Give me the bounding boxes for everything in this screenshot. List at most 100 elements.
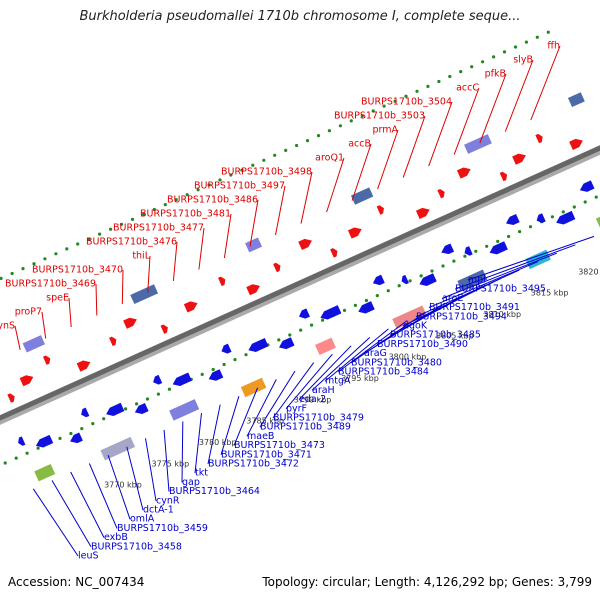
gene-label[interactable]: araH [312, 385, 335, 396]
gene-label[interactable]: BURPS1710b_3471 [221, 449, 312, 460]
gene-label[interactable]: dctA-1 [143, 505, 174, 516]
reverse-cds-arrow[interactable] [535, 213, 546, 224]
gene-label[interactable]: pfkB [485, 69, 506, 80]
reverse-cds-arrow[interactable] [68, 432, 83, 445]
gene-label[interactable]: accB [348, 139, 371, 150]
reverse-cds-arrow[interactable] [356, 301, 375, 316]
reverse-cds-arrow[interactable] [504, 213, 520, 228]
gene-label[interactable]: BURPS1710b_3494 [416, 311, 507, 322]
forward-cds-arrow[interactable] [19, 373, 36, 387]
gene-label[interactable]: araG [364, 348, 387, 359]
forward-rna-feature[interactable] [22, 335, 45, 353]
reverse-rna-feature[interactable] [240, 377, 267, 398]
forward-cds-arrow[interactable] [7, 392, 16, 403]
gene-label[interactable]: BURPS1710b_3480 [351, 357, 442, 368]
gene-label[interactable]: BURPS1710b_3497 [194, 181, 285, 192]
gene-label[interactable]: BURPS1710b_3489 [260, 422, 351, 433]
forward-cds-arrow[interactable] [535, 133, 544, 144]
gene-label[interactable]: BURPS1710b_3495 [455, 284, 546, 295]
reverse-rna-feature[interactable] [595, 211, 600, 229]
reverse-cds-arrow[interactable] [371, 274, 385, 288]
gene-label[interactable]: BURPS1710b_3484 [338, 367, 429, 378]
forward-cds-arrow[interactable] [347, 225, 364, 239]
reverse-rna-feature[interactable] [169, 399, 200, 421]
gene-labels[interactable]: ffh slyB pfkB accC BURPS1710b_3504 BURPS1710b… [0, 41, 560, 562]
forward-cds-arrow[interactable] [109, 335, 118, 347]
forward-rna-feature[interactable] [245, 237, 263, 253]
forward-cds-arrow[interactable] [415, 205, 432, 220]
gene-label[interactable]: BURPS1710b_3486 [167, 195, 258, 206]
gene-label[interactable]: tkt [195, 468, 208, 479]
gene-label[interactable]: BURPS1710b_3481 [140, 209, 231, 220]
gene-label[interactable]: BURPS1710b_3464 [169, 486, 260, 497]
gene-label[interactable]: cynR [156, 495, 180, 506]
gene-label[interactable]: BURPS1710b_3473 [234, 440, 325, 451]
reverse-cds-arrow[interactable] [418, 273, 437, 288]
gene-label[interactable]: aroQ1 [315, 153, 344, 164]
reverse-cds-arrow[interactable] [133, 402, 149, 417]
gene-label[interactable]: ffh [547, 41, 560, 52]
gene-label[interactable]: BURPS1710b_3485 [390, 330, 481, 341]
forward-cds-arrow[interactable] [246, 282, 262, 296]
reverse-cds-arrow[interactable] [247, 337, 269, 354]
reverse-cds-arrow[interactable] [554, 210, 576, 227]
forward-cds-arrow[interactable] [123, 315, 139, 329]
gene-label[interactable]: BURPS1710b_3498 [221, 167, 312, 178]
reverse-cds-arrow[interactable] [104, 402, 125, 419]
gene-label[interactable]: BURPS1710b_3472 [208, 459, 299, 470]
gene-label[interactable]: dgoK [403, 321, 428, 332]
gene-label[interactable]: aroE [442, 293, 463, 304]
reverse-cds-arrow[interactable] [34, 434, 54, 450]
gene-label[interactable]: exbB [104, 532, 128, 543]
forward-cds-arrow[interactable] [273, 262, 282, 273]
gene-label[interactable]: BURPS1710b_3458 [91, 541, 182, 552]
gene-label[interactable]: BURPS1710b_3504 [361, 97, 452, 108]
gene-label[interactable]: BURPS1710b_3469 [5, 279, 96, 290]
gene-label[interactable]: BURPS1710b_3477 [113, 223, 204, 234]
reverse-cds-arrow[interactable] [463, 246, 473, 257]
reverse-rna-feature[interactable] [34, 463, 56, 482]
gene-label[interactable]: thiL [132, 251, 150, 262]
reverse-cds-arrow[interactable] [277, 337, 295, 351]
forward-rna-feature[interactable] [464, 134, 492, 154]
gene-label[interactable]: BURPS1710b_3476 [86, 237, 177, 248]
reverse-rna-feature[interactable] [315, 337, 336, 356]
gene-label[interactable]: gap [182, 477, 200, 488]
gene-label[interactable]: leuS [78, 551, 99, 562]
gene-label[interactable]: proP7 [15, 307, 42, 318]
forward-cds-arrow[interactable] [376, 204, 386, 215]
gene-label[interactable]: mpl [468, 275, 486, 286]
reverse-cds-arrow[interactable] [16, 436, 26, 447]
forward-rna-feature[interactable] [567, 92, 585, 108]
forward-cds-arrow[interactable] [330, 247, 339, 258]
forward-cds-arrow[interactable] [298, 236, 314, 251]
forward-cds-arrow[interactable] [42, 354, 52, 365]
gene-label[interactable]: BURPS1710b_3479 [273, 413, 364, 424]
gene-label[interactable]: mtgA [325, 376, 351, 387]
forward-rna-feature[interactable] [130, 284, 159, 305]
reverse-cds-arrow[interactable] [207, 369, 224, 383]
gene-label[interactable]: BURPS1710b_3459 [117, 523, 208, 534]
gene-label[interactable]: speE [46, 293, 69, 304]
forward-cds-arrow[interactable] [499, 171, 509, 182]
gene-label[interactable]: cynS [0, 321, 15, 332]
forward-cds-arrow[interactable] [437, 188, 446, 199]
gene-label[interactable]: accC [456, 83, 479, 94]
gene-label[interactable]: maeB [247, 431, 274, 442]
gene-label[interactable]: BURPS1710b_3470 [32, 265, 123, 276]
reverse-cds-arrow[interactable] [297, 308, 310, 320]
forward-cds-arrow[interactable] [512, 151, 528, 165]
reverse-cds-arrow[interactable] [151, 374, 163, 386]
reverse-cds-arrow[interactable] [578, 180, 595, 194]
forward-cds-arrow[interactable] [569, 136, 585, 151]
reverse-cds-arrow[interactable] [79, 407, 90, 419]
gene-label[interactable]: eda-2 [299, 394, 326, 405]
reverse-cds-arrow[interactable] [220, 343, 232, 356]
forward-rna-feature[interactable] [350, 187, 374, 205]
gene-label[interactable]: pyrF [286, 403, 307, 414]
gene-label[interactable]: prmA [372, 125, 398, 136]
gene-label[interactable]: BURPS1710b_3490 [377, 339, 468, 350]
gene-label[interactable]: omlA [130, 514, 155, 525]
reverse-cds-arrow[interactable] [488, 241, 508, 257]
